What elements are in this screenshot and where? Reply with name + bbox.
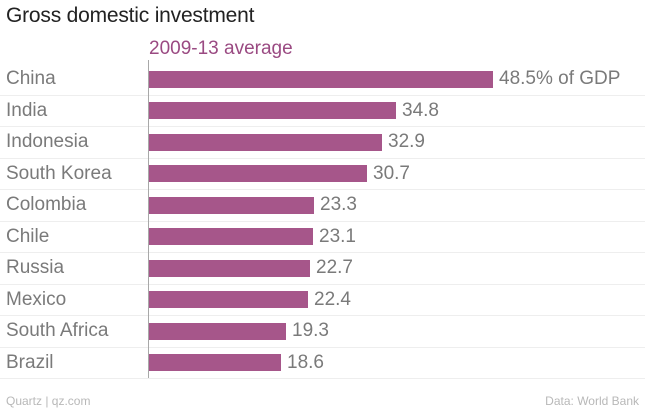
value-label: 22.4 <box>314 289 351 310</box>
bar <box>149 228 313 245</box>
value-label: 30.7 <box>373 163 410 184</box>
bar <box>149 134 382 151</box>
value-label: 19.3 <box>292 320 329 341</box>
category-label: India <box>6 100 48 121</box>
footer-source-right: Data: World Bank <box>545 394 639 408</box>
bar <box>149 260 310 277</box>
chart-subtitle: 2009-13 average <box>149 38 293 59</box>
value-label: 18.6 <box>287 352 324 373</box>
y-axis-line <box>148 60 149 378</box>
category-label: South Korea <box>6 163 112 184</box>
value-label: 32.9 <box>388 131 425 152</box>
gridline <box>0 158 645 159</box>
category-label: Brazil <box>6 352 54 373</box>
gridline <box>0 126 645 127</box>
bar <box>149 165 367 182</box>
value-label: 34.8 <box>402 100 439 121</box>
chart-title: Gross domestic investment <box>6 4 255 27</box>
category-label: China <box>6 68 56 89</box>
value-label: 23.3 <box>320 194 357 215</box>
gridline <box>0 252 645 253</box>
bar <box>149 323 286 340</box>
gridline <box>0 221 645 222</box>
category-label: Chile <box>6 226 50 247</box>
bar <box>149 71 493 88</box>
gridline <box>0 378 645 379</box>
category-label: Mexico <box>6 289 67 310</box>
footer-source-left: Quartz | qz.com <box>6 394 91 408</box>
value-label: 22.7 <box>316 257 353 278</box>
gridline <box>0 189 645 190</box>
category-label: Indonesia <box>6 131 89 152</box>
bar <box>149 102 396 119</box>
category-label: Russia <box>6 257 65 278</box>
value-label: 23.1 <box>319 226 356 247</box>
value-label: 48.5% of GDP <box>499 68 621 89</box>
bar <box>149 197 314 214</box>
bar <box>149 291 308 308</box>
category-label: Colombia <box>6 194 87 215</box>
category-label: South Africa <box>6 320 109 341</box>
gridline <box>0 95 645 96</box>
gridline <box>0 315 645 316</box>
gridline <box>0 284 645 285</box>
bar <box>149 354 281 371</box>
gridline <box>0 347 645 348</box>
